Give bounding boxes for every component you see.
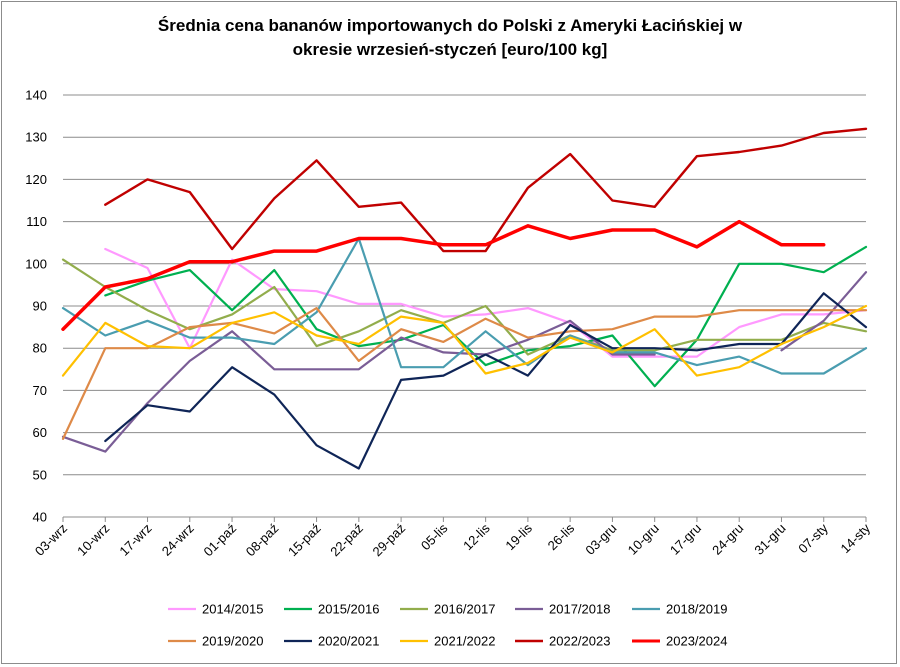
y-tick-label: 50 [33, 467, 47, 482]
x-tick-label: 17-wrz [116, 521, 154, 559]
x-tick-label: 31-gru [751, 521, 788, 558]
legend-item: 2021/2022 [400, 634, 495, 649]
x-tick-label: 01-paź [200, 521, 239, 560]
y-tick-label: 70 [33, 383, 47, 398]
legend-label: 2017/2018 [549, 602, 610, 617]
y-tick-label: 40 [33, 510, 47, 525]
legend-label: 2014/2015 [202, 602, 263, 617]
x-tick-label: 03-wrz [32, 521, 70, 559]
x-tick-label: 17-gru [667, 521, 704, 558]
y-tick-label: 120 [25, 172, 47, 187]
x-tick-label: 07-sty [795, 520, 831, 556]
legend-label: 2021/2022 [434, 634, 495, 649]
legend-item: 2014/2015 [168, 602, 263, 617]
x-tick-label: 24-wrz [159, 521, 197, 559]
x-tick-label: 15-paź [285, 521, 324, 560]
legend: 2014/2015 2015/2016 2016/2017 2017/2018 2018… [168, 602, 727, 649]
legend-label: 2015/2016 [318, 602, 379, 617]
y-tick-label: 130 [25, 130, 47, 145]
y-tick-label: 140 [25, 88, 47, 103]
x-tick-label: 10-wrz [74, 521, 112, 559]
series-line-2022-2023 [104, 127, 868, 253]
x-tick-label: 14-sty [837, 520, 873, 556]
x-tick-label: 05-lis [418, 520, 451, 553]
series-line-2014-2015 [104, 247, 868, 358]
legend-item: 2016/2017 [400, 602, 495, 617]
x-tick-label: 22-paź [327, 521, 366, 560]
x-axis-ticks: 03-wrz 10-wrz 17-wrz 24-wrz 01-paź 08-paź 15-p… [32, 520, 874, 559]
legend-label: 2016/2017 [434, 602, 495, 617]
legend-item: 2015/2016 [284, 602, 379, 617]
y-tick-label: 90 [33, 299, 47, 314]
legend-label: 2019/2020 [202, 634, 263, 649]
x-tick-label: 08-paź [243, 521, 282, 560]
x-tick-label: 29-paź [370, 521, 409, 560]
y-tick-label: 110 [26, 214, 47, 229]
legend-label: 2022/2023 [549, 634, 610, 649]
gridlines [63, 94, 866, 518]
legend-item: 2017/2018 [515, 602, 610, 617]
y-tick-label: 80 [33, 341, 47, 356]
x-axis [62, 516, 867, 522]
legend-label: 2020/2021 [318, 634, 379, 649]
chart-title-line-2: okresie wrzesień-styczeń [euro/100 kg] [292, 40, 608, 59]
x-tick-label: 10-gru [625, 521, 662, 558]
y-axis-ticks: 40 50 60 70 80 90 100 110 120 130 140 [25, 88, 47, 525]
x-tick-label: 19-lis [502, 520, 535, 553]
chart-title: Średnia cena bananów importowanych do Po… [0, 14, 900, 62]
legend-item: 2022/2023 [515, 634, 610, 649]
series-line-2019-2020 [61, 307, 868, 440]
series-line-2021-2022 [61, 304, 868, 377]
series-line-2023-2024 [61, 219, 826, 331]
x-tick-label: 03-gru [582, 521, 619, 558]
x-tick-label: 12-lis [460, 520, 493, 553]
x-tick-label: 26-lis [545, 520, 578, 553]
y-tick-label: 100 [25, 256, 47, 271]
legend-label: 2023/2024 [666, 634, 727, 649]
series-lines [61, 127, 868, 470]
chart-title-line-1: Średnia cena bananów importowanych do Po… [157, 16, 743, 35]
legend-label: 2018/2019 [666, 602, 727, 617]
y-tick-label: 60 [33, 425, 47, 440]
legend-item: 2020/2021 [284, 634, 379, 649]
series-line-2020-2021 [104, 292, 868, 470]
legend-item: 2018/2019 [632, 602, 727, 617]
x-tick-label: 24-gru [709, 521, 746, 558]
series-line-2015-2016 [104, 245, 868, 388]
series-line-2016-2017 [61, 258, 868, 356]
series-line-2017-2018 [61, 271, 868, 453]
legend-item: 2019/2020 [168, 634, 263, 649]
legend-item: 2023/2024 [632, 634, 727, 649]
